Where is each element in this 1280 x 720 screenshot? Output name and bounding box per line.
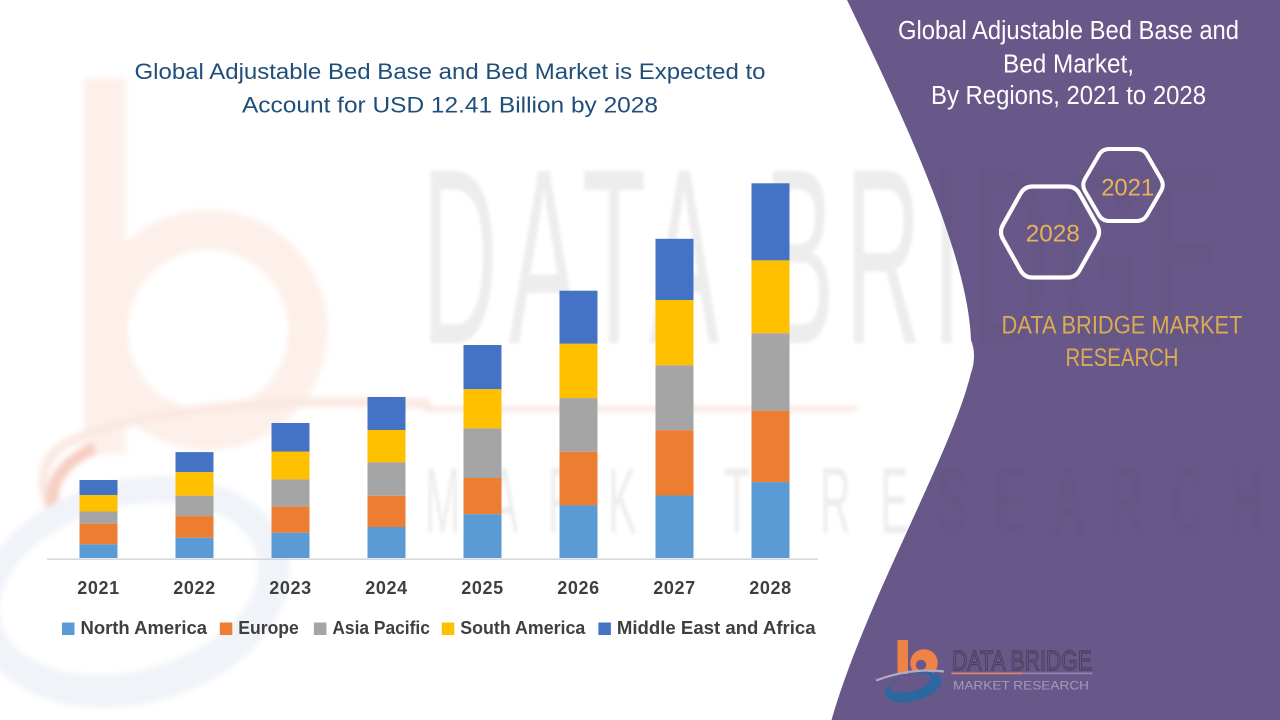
svg-text:DATA BRIDGE MARKET: DATA BRIDGE MARKET: [1002, 312, 1243, 340]
svg-text:RESEARCH: RESEARCH: [1066, 344, 1179, 372]
svg-text:2024: 2024: [365, 578, 407, 598]
svg-text:By Regions, 2021 to 2028: By Regions, 2021 to 2028: [931, 82, 1206, 110]
svg-text:Middle East and Africa: Middle East and Africa: [617, 618, 817, 638]
svg-text:2027: 2027: [653, 578, 695, 598]
svg-text:2023: 2023: [269, 578, 311, 598]
svg-text:2021: 2021: [77, 578, 119, 598]
svg-text:North America: North America: [81, 618, 209, 638]
svg-text:South America: South America: [460, 618, 586, 638]
svg-text:Account for USD 12.41 Billion: Account for USD 12.41 Billion by 2028: [242, 93, 658, 118]
svg-text:Bed Market,: Bed Market,: [1003, 51, 1134, 79]
svg-text:Global Adjustable Bed Base and: Global Adjustable Bed Base and Bed Marke…: [135, 59, 766, 84]
svg-text:2028: 2028: [1026, 221, 1080, 248]
svg-text:MARKET RESEARCH: MARKET RESEARCH: [953, 679, 1089, 693]
svg-text:Europe: Europe: [238, 618, 298, 638]
svg-text:DATA BRIDGE: DATA BRIDGE: [952, 645, 1092, 676]
svg-text:Global Adjustable Bed Base and: Global Adjustable Bed Base and: [898, 17, 1239, 45]
svg-text:2025: 2025: [461, 578, 503, 598]
svg-text:Asia Pacific: Asia Pacific: [332, 618, 430, 638]
svg-text:2028: 2028: [749, 578, 791, 598]
svg-text:2022: 2022: [173, 578, 215, 598]
svg-text:2026: 2026: [557, 578, 599, 598]
svg-text:2021: 2021: [1101, 175, 1154, 202]
